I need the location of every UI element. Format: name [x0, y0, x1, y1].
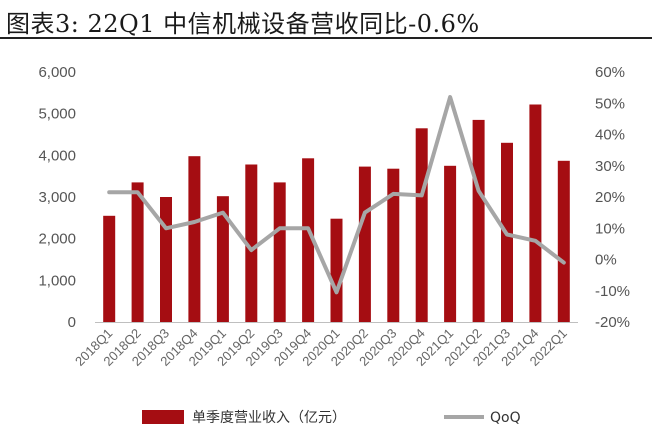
- right-tick-label: 60%: [595, 64, 625, 81]
- right-tick-label: -20%: [595, 314, 630, 331]
- right-tick-label: 30%: [595, 158, 625, 175]
- left-tick-label: 6,000: [38, 64, 76, 81]
- revenue-bar: [103, 215, 116, 323]
- figure-header: 图表3: 22Q1 中信机械设备营收同比-0.6%: [0, 0, 652, 40]
- revenue-bar: [216, 196, 229, 322]
- revenue-bar: [302, 158, 315, 323]
- revenue-bar: [160, 197, 172, 322]
- header-rule: [0, 37, 652, 39]
- revenue-bar: [330, 218, 343, 322]
- revenue-bar: [472, 119, 485, 323]
- revenue-bar: [273, 182, 286, 322]
- x-axis: 2018Q12018Q22018Q32018Q42019Q12019Q22019…: [72, 322, 578, 369]
- legend-bar-swatch: [142, 410, 184, 424]
- left-tick-label: 2,000: [38, 231, 76, 248]
- revenue-bar: [245, 164, 258, 322]
- revenue-bar: [529, 104, 542, 322]
- figure-title: 图表3: 22Q1 中信机械设备营收同比-0.6%: [6, 10, 480, 38]
- right-y-axis: -20% -10% 0% 10% 20% 30% 40% 50% 60%: [595, 64, 630, 331]
- legend-line-label: QoQ: [490, 410, 521, 426]
- legend: 单季度营业收入（亿元） QoQ: [142, 410, 521, 426]
- revenue-bar: [557, 160, 570, 323]
- left-tick-label: 4,000: [38, 147, 76, 164]
- right-tick-label: -10%: [595, 283, 630, 300]
- revenue-bar: [444, 165, 457, 323]
- left-tick-label: 5,000: [38, 106, 76, 123]
- legend-bar-label: 单季度营业收入（亿元）: [192, 410, 346, 426]
- left-tick-label: 1,000: [38, 272, 76, 289]
- right-tick-label: 50%: [595, 95, 625, 112]
- right-tick-label: 10%: [595, 220, 625, 237]
- right-tick-label: 40%: [595, 127, 625, 144]
- right-tick-label: 20%: [595, 189, 625, 206]
- qoq-line: [107, 95, 566, 295]
- revenue-bar: [415, 128, 428, 323]
- left-tick-label: 0: [68, 314, 76, 331]
- revenue-bar: [188, 156, 201, 322]
- left-y-axis: 0 1,000 2,000 3,000 4,000 5,000 6,000: [38, 64, 76, 331]
- revenue-bar: [387, 168, 400, 322]
- left-tick-label: 3,000: [38, 189, 76, 206]
- qoq-series-line: [107, 95, 566, 295]
- revenue-bar: [358, 166, 371, 322]
- right-tick-label: 0%: [595, 252, 617, 269]
- revenue-bar: [131, 182, 144, 322]
- revenue-bars: [103, 104, 570, 323]
